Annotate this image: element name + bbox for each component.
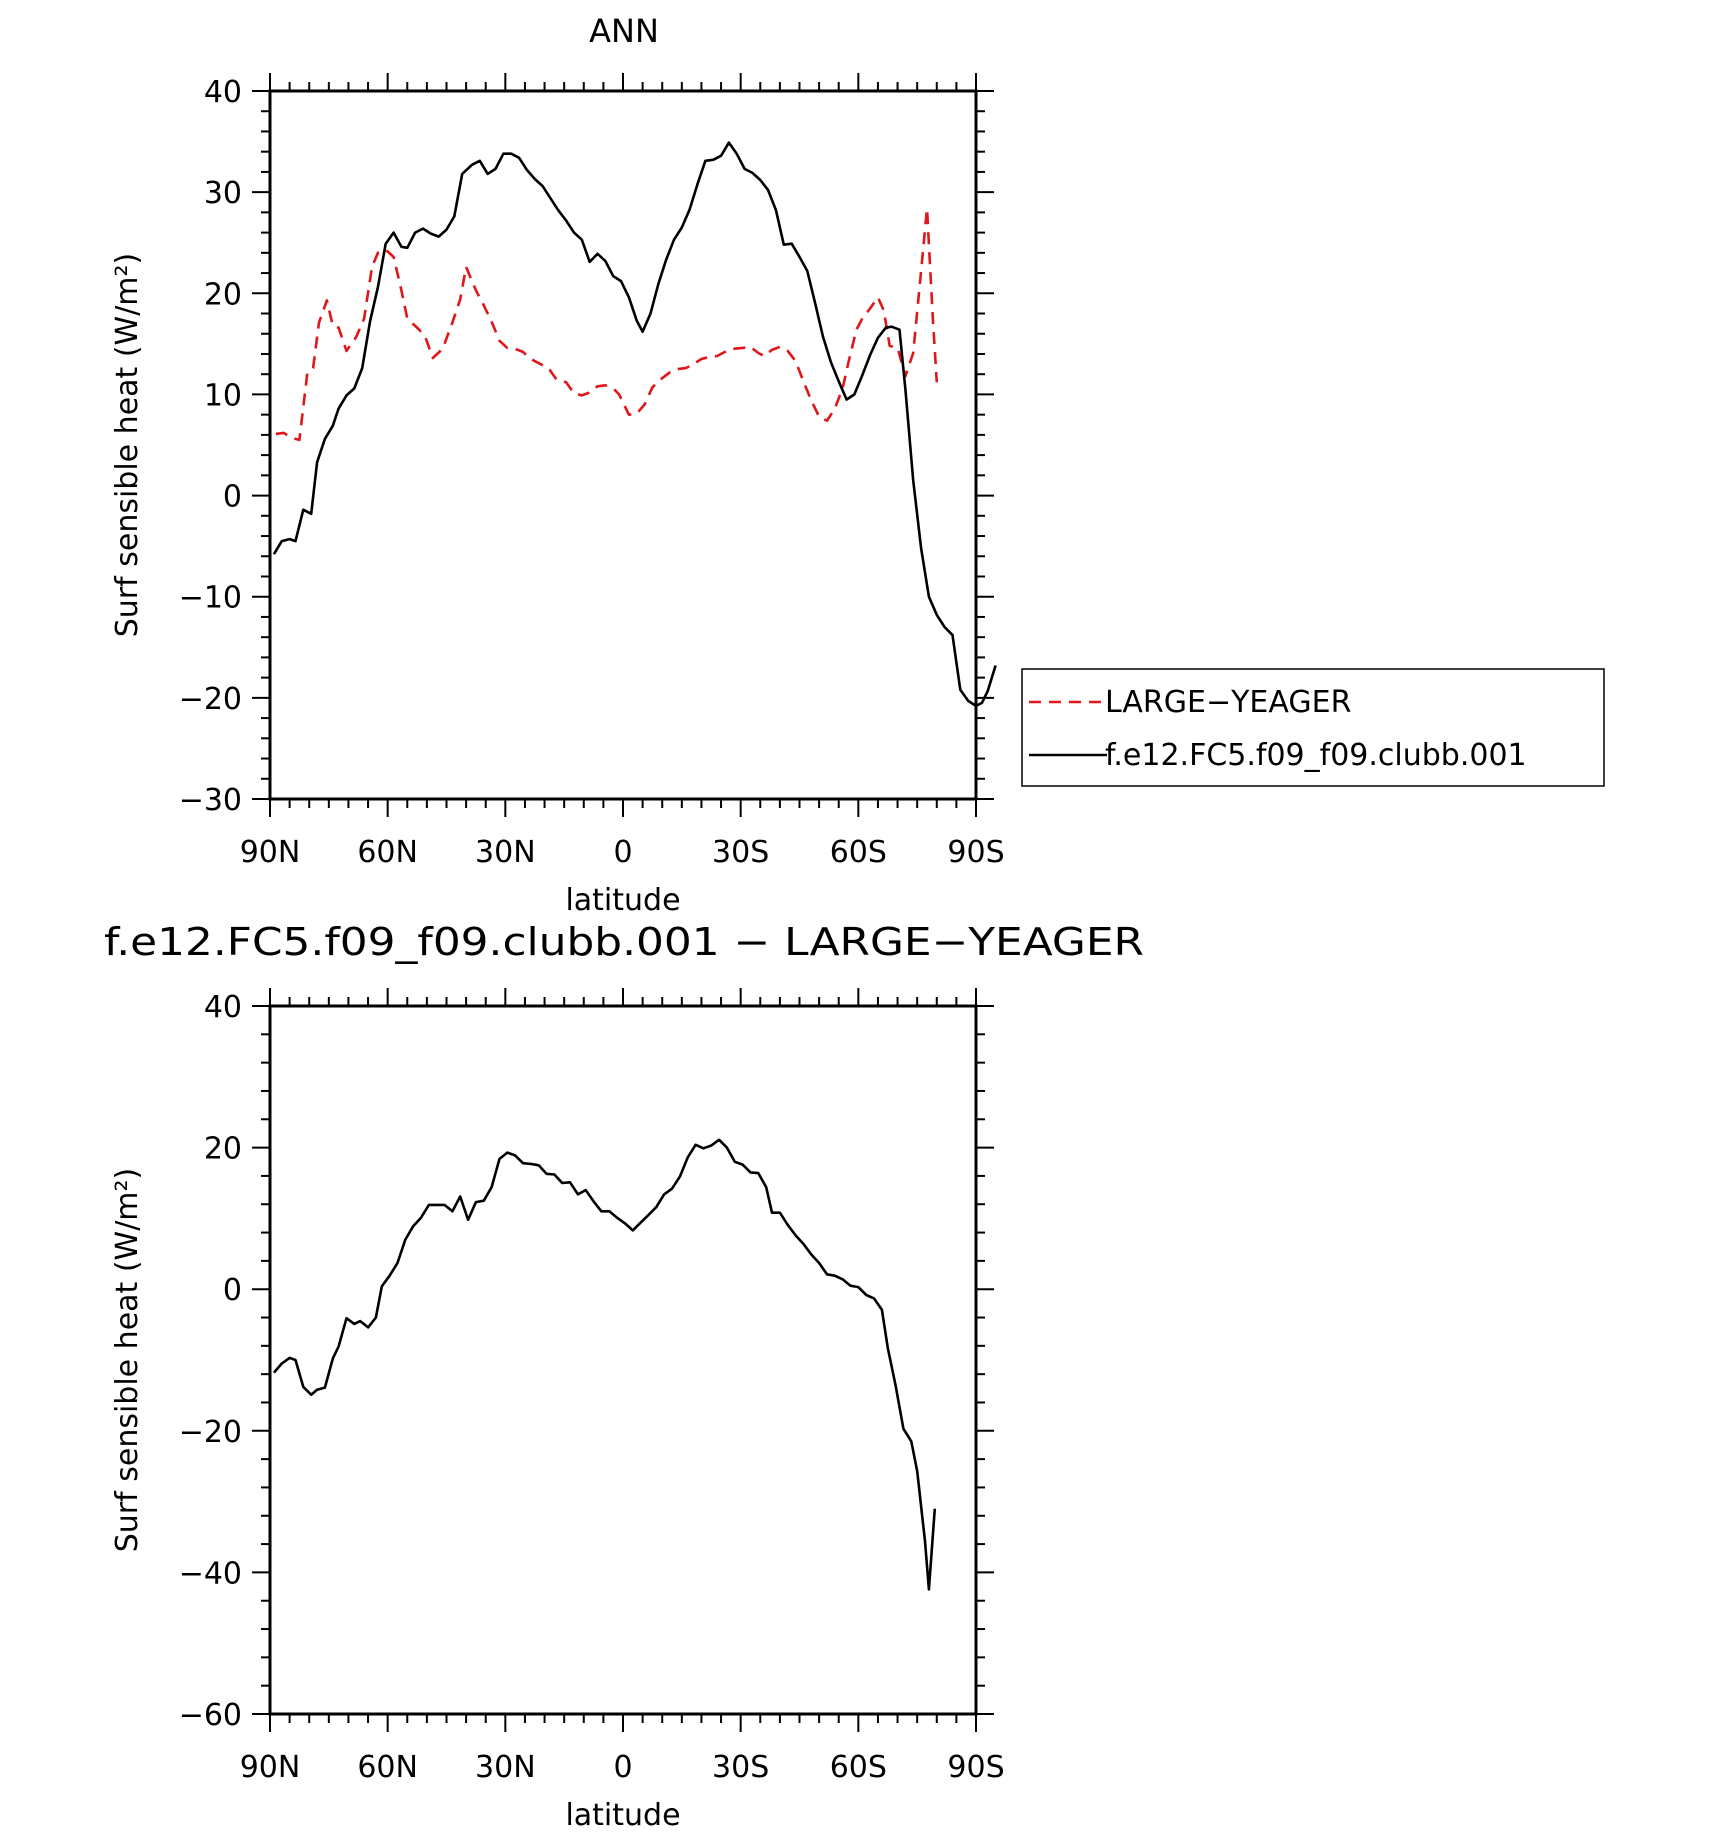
- bottom-x-ticks: 90N 60N 30N 0 30S 60S 90S: [240, 988, 1005, 1785]
- top-xtick-label-60s: 60S: [830, 835, 887, 870]
- legend-box: [1021, 668, 1605, 787]
- top-plot-frame: [268, 89, 978, 801]
- bottom-ytick-label-60: −60: [179, 1698, 242, 1733]
- top-xtick-label-90n: 90N: [240, 835, 301, 870]
- bottom-series-group: [272, 1138, 937, 1591]
- bottom-plot-title: f.e12.FC5.f09_f09.clubb.001 − LARGE−YEAG…: [104, 920, 1144, 964]
- bottom-xtick-label-90s: 90S: [947, 1750, 1004, 1785]
- bottom-ytick-label-20: −20: [179, 1415, 242, 1450]
- top-x-ticks: 90N 60N 30N 0 30S 60S 90S: [240, 73, 1005, 870]
- top-ytick-label-30: 30: [204, 176, 242, 211]
- bottom-y-axis-title-text: Surf sensible heat (W/m²): [110, 1168, 145, 1553]
- top-xtick-label-30n: 30N: [475, 835, 536, 870]
- bottom-ytick-label-40: 40: [204, 990, 242, 1025]
- top-xtick-label-30s: 30S: [712, 835, 769, 870]
- top-xtick-label-0: 0: [613, 835, 632, 870]
- top-xtick-label-90s: 90S: [947, 835, 1004, 870]
- bottom-xtick-label-60n: 60N: [357, 1750, 418, 1785]
- top-x-axis-title: latitude: [565, 883, 680, 918]
- top-ytick-label-40: 40: [204, 75, 242, 110]
- top-y-axis-title-text: Surf sensible heat (W/m²): [110, 253, 145, 638]
- bottom-y-axis-title: Surf sensible heat (W/m²): [110, 1168, 145, 1553]
- top-ytick-label-30: −30: [179, 783, 242, 818]
- bottom-plot-frame-group: [268, 1004, 978, 1716]
- legend-label-clubb: f.e12.FC5.f09_f09.clubb.001: [1105, 738, 1527, 773]
- bottom-ytick-label-20: 20: [204, 1132, 242, 1167]
- top-y-ticks: −30 −20 −10 0 10 20 30 40: [179, 75, 994, 818]
- legend: LARGE−YEAGER f.e12.FC5.f09_f09.clubb.001: [1021, 668, 1605, 787]
- bottom-plot-frame: [268, 1004, 978, 1716]
- bottom-y-ticks: −60 −40 −20 0 20 40: [179, 990, 994, 1733]
- top-ytick-label-20: 20: [204, 277, 242, 312]
- top-series-line-f-e12-fc5-f09-f09-clubb-001: [272, 141, 997, 708]
- bottom-xtick-label-90n: 90N: [240, 1750, 301, 1785]
- top-y-axis-title: Surf sensible heat (W/m²): [110, 253, 145, 638]
- top-ytick-label-0: 0: [223, 480, 242, 515]
- bottom-xtick-label-30s: 30S: [712, 1750, 769, 1785]
- top-ytick-label-20: −20: [179, 682, 242, 717]
- bottom-series-line-0: [272, 1138, 937, 1591]
- bottom-ytick-label-40: −40: [179, 1556, 242, 1591]
- top-xtick-label-60n: 60N: [357, 835, 418, 870]
- top-ytick-label-10: −10: [179, 581, 242, 616]
- bottom-xtick-label-30n: 30N: [475, 1750, 536, 1785]
- top-ytick-label-10: 10: [204, 378, 242, 413]
- bottom-xtick-label-60s: 60S: [830, 1750, 887, 1785]
- bottom-xtick-label-0: 0: [613, 1750, 632, 1785]
- top-plot-frame-group: [268, 89, 978, 801]
- bottom-x-axis-title: latitude: [565, 1798, 680, 1833]
- legend-label-large-yeager: LARGE−YEAGER: [1105, 685, 1351, 720]
- top-series-group: [272, 141, 997, 708]
- top-plot-title: ANN: [589, 12, 659, 50]
- bottom-panel: f.e12.FC5.f09_f09.clubb.001 − LARGE−YEAG…: [104, 920, 1144, 1833]
- top-series-line-large-yeager: [275, 207, 939, 442]
- bottom-ytick-label-0: 0: [223, 1273, 242, 1308]
